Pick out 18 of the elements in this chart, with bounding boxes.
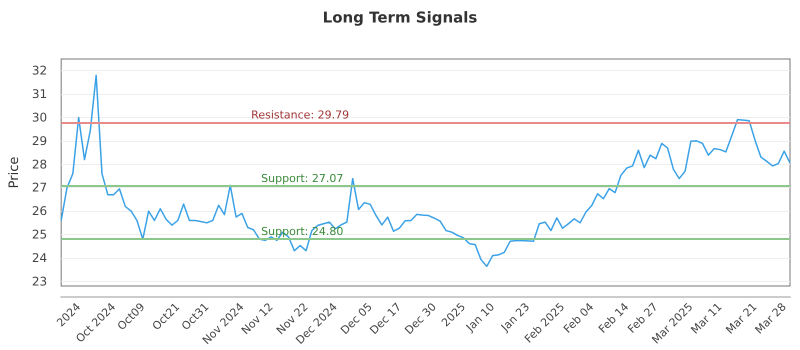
y-tick-label: 26 [32,204,48,218]
y-tick-label: 32 [32,64,48,78]
y-tick-label: 29 [32,134,48,148]
ref-line-label: Resistance: 29.79 [251,108,350,122]
y-axis-title: Price [7,156,22,188]
ref-line-label: Support: 27.07 [261,172,344,186]
y-tick-label: 27 [32,180,48,195]
ref-line-label: Support: 24.80 [261,225,344,238]
line-series [60,74,791,268]
chart-title: Long Term Signals [322,8,478,26]
y-tick-label: 31 [32,87,48,102]
y-tick-label: 28 [32,157,48,172]
y-tick-label: 25 [32,228,48,242]
y-tick-label: 30 [32,110,48,125]
y-tick-label: 24 [32,250,48,265]
y-tick-label: 23 [32,274,48,288]
x-tick-label: Dec 30 [402,300,439,337]
x-tick-label: Jan 10 [463,300,498,335]
